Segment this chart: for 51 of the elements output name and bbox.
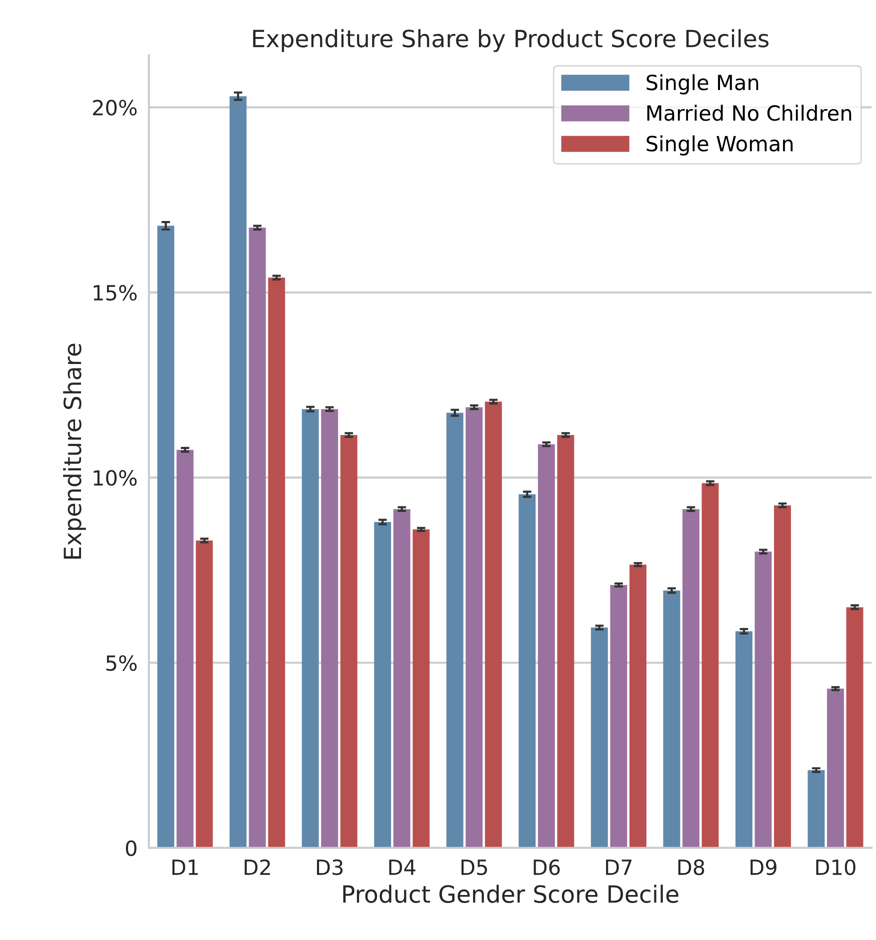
x-tick-label: D2 <box>244 859 270 875</box>
bar <box>754 552 772 848</box>
x-tick-label: D10 <box>816 859 856 876</box>
bar <box>176 450 194 848</box>
x-tick-label: D9 <box>750 859 776 876</box>
bar <box>157 226 174 848</box>
bar <box>682 509 700 848</box>
bar <box>590 628 608 848</box>
bar <box>466 407 483 848</box>
bar <box>808 770 825 848</box>
y-tick-label: 20% <box>93 100 137 116</box>
x-tick-label: D7 <box>606 860 632 875</box>
bar <box>538 444 555 848</box>
bar <box>393 509 410 848</box>
bar <box>321 409 338 848</box>
legend-label: Married No Children <box>647 104 852 121</box>
bar <box>629 564 646 848</box>
bar <box>268 278 286 848</box>
x-axis-title: Product Gender Score Decile <box>343 884 678 903</box>
x-tick-label: D1 <box>172 860 198 875</box>
bar <box>484 402 502 848</box>
bar <box>446 412 464 848</box>
x-tick-label: D8 <box>678 859 704 876</box>
bar <box>557 435 574 848</box>
bar <box>302 409 319 848</box>
bar <box>702 483 719 848</box>
bar <box>846 607 864 848</box>
y-tick-label: 0 <box>126 840 136 856</box>
bar <box>230 96 247 848</box>
bar <box>248 228 266 848</box>
y-tick-label: 5% <box>106 655 137 671</box>
bar <box>610 584 628 848</box>
y-tick-label: 15% <box>94 284 137 301</box>
x-tick-label: D5 <box>462 860 487 876</box>
x-tick-label: D3 <box>316 859 343 876</box>
legend-label: Single Woman <box>646 135 793 156</box>
y-tick-label: 10% <box>94 470 137 486</box>
bar <box>827 688 844 848</box>
bar <box>340 435 358 848</box>
bar <box>518 494 536 848</box>
chart-title: Expenditure Share by Product Score Deciles <box>253 29 769 52</box>
legend-label: Single Man <box>646 74 758 94</box>
x-tick-label: D6 <box>534 859 560 876</box>
bar <box>412 529 430 848</box>
bar <box>663 590 680 848</box>
y-axis-title: Expenditure Share <box>63 344 86 559</box>
bar <box>735 631 752 848</box>
bar <box>774 505 791 848</box>
x-tick-label: D4 <box>389 860 416 875</box>
bar <box>374 522 392 848</box>
bar <box>196 540 213 848</box>
